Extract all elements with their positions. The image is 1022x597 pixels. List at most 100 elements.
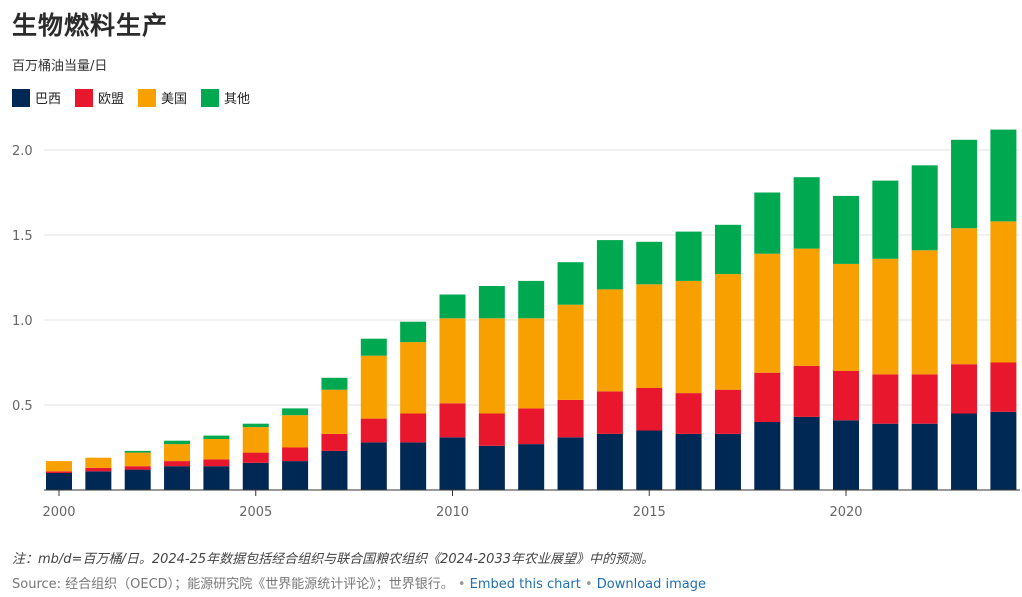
bar-segment (46, 473, 72, 490)
bar-segment (557, 399, 584, 438)
bar-segment (242, 452, 269, 463)
bar-segment (478, 413, 505, 446)
bar-segment (990, 411, 1017, 490)
bar-segment (872, 423, 899, 490)
bar-segment (911, 165, 938, 251)
bar-segment (636, 241, 663, 285)
bar-segment (636, 430, 663, 490)
chart-source: Source: 经合组织（OECD）；能源研究院《世界能源统计评论》；世界银行。… (12, 573, 706, 592)
bar-segment (124, 450, 151, 453)
bar-segment (360, 442, 387, 490)
legend-label-eu: 欧盟 (98, 92, 125, 107)
bar-segment (203, 435, 230, 439)
download-image-link[interactable]: Download image (596, 577, 707, 592)
bar-segment (282, 408, 309, 416)
chart-note: 注：mb/d=百万桶/日。2024-25年数据包括经合组织与联合国粮农组织《20… (12, 552, 654, 567)
bar-segment (596, 433, 623, 490)
bar-segment (46, 471, 72, 473)
y-tick-label: 0.5 (12, 399, 33, 414)
bar-segment (990, 129, 1017, 222)
bar-segment (833, 420, 859, 490)
bar-segment (872, 180, 899, 259)
bar-segment (793, 416, 820, 490)
x-tick-label: 2020 (829, 505, 862, 520)
bar-segment (714, 274, 741, 390)
x-tick-label: 2010 (436, 505, 469, 520)
bar-segment (203, 439, 230, 460)
bar-segment (242, 423, 269, 428)
bar-segment (596, 391, 623, 434)
bar-segment (793, 248, 820, 366)
bar-segment (714, 224, 741, 275)
legend-swatch-brazil (12, 88, 30, 107)
bar-segment (360, 355, 387, 419)
bar-segment (164, 444, 191, 462)
bar-segment (85, 471, 112, 490)
chart-legend: 巴西 欧盟 美国 其他 (12, 88, 250, 107)
bar-segment (675, 393, 702, 434)
bar-segment (951, 413, 978, 490)
bar-segment (164, 440, 191, 445)
bar-segment (282, 461, 309, 490)
bar-segment (400, 442, 427, 490)
bar-segment (833, 371, 859, 421)
source-text: Source: 经合组织（OECD）；能源研究院《世界能源统计评论》；世界银行。 (12, 577, 454, 592)
bar-segment (203, 459, 230, 467)
bar-segment (557, 304, 584, 400)
y-tick-label: 2.0 (12, 144, 33, 159)
legend-label-us: 美国 (161, 92, 188, 107)
legend-item-eu[interactable]: 欧盟 (75, 88, 124, 107)
bar-segment (833, 195, 859, 264)
y-tick-label: 1.5 (12, 229, 33, 244)
bar-segment (990, 221, 1017, 363)
bar-segment (242, 427, 269, 453)
bar-segment (872, 258, 899, 375)
legend-item-us[interactable]: 美国 (138, 88, 187, 107)
bar-segment (203, 466, 230, 490)
legend-label-brazil: 巴西 (35, 92, 62, 107)
bar-segment (321, 450, 348, 490)
embed-chart-link[interactable]: Embed this chart (469, 577, 581, 592)
legend-swatch-eu (75, 88, 94, 107)
y-tick-label: 1.0 (12, 314, 33, 329)
bar-segment (321, 377, 348, 390)
legend-item-brazil[interactable]: 巴西 (12, 88, 61, 107)
bar-segment (282, 415, 309, 448)
bar-segment (400, 342, 427, 414)
bar-segment (990, 362, 1017, 412)
bar-segment (124, 452, 151, 467)
bar-segment (951, 228, 978, 365)
source-bullet-1: • (457, 577, 466, 592)
bar-segment (754, 253, 781, 373)
x-tick-label: 2005 (239, 505, 272, 520)
bar-segment (439, 437, 466, 490)
bar-segment (714, 433, 741, 490)
bar-segment (596, 289, 623, 392)
bar-segment (675, 231, 702, 281)
bar-segment (518, 444, 545, 490)
bar-segment (242, 462, 269, 490)
bar-segment (675, 280, 702, 394)
legend-item-other[interactable]: 其他 (201, 88, 250, 107)
bar-segment (360, 418, 387, 443)
bar-segment (951, 139, 978, 229)
bar-segment (282, 447, 309, 462)
bar-segment (400, 413, 427, 443)
bar-segment (478, 318, 505, 414)
bar-segment (360, 338, 387, 356)
bar-segment (85, 457, 112, 468)
bar-segment (439, 403, 466, 438)
bar-segment (124, 466, 151, 470)
bar-segment (636, 284, 663, 388)
bar-segment (124, 469, 151, 490)
bar-segment (557, 262, 584, 305)
bar-segment (321, 389, 348, 434)
chart-subtitle: 百万桶油当量/日 (12, 59, 108, 74)
bar-segment (754, 192, 781, 254)
bar-segment (754, 372, 781, 422)
bar-segment (478, 445, 505, 490)
bar-segment (911, 250, 938, 375)
bar-segment (596, 240, 623, 290)
bar-segment (557, 437, 584, 490)
